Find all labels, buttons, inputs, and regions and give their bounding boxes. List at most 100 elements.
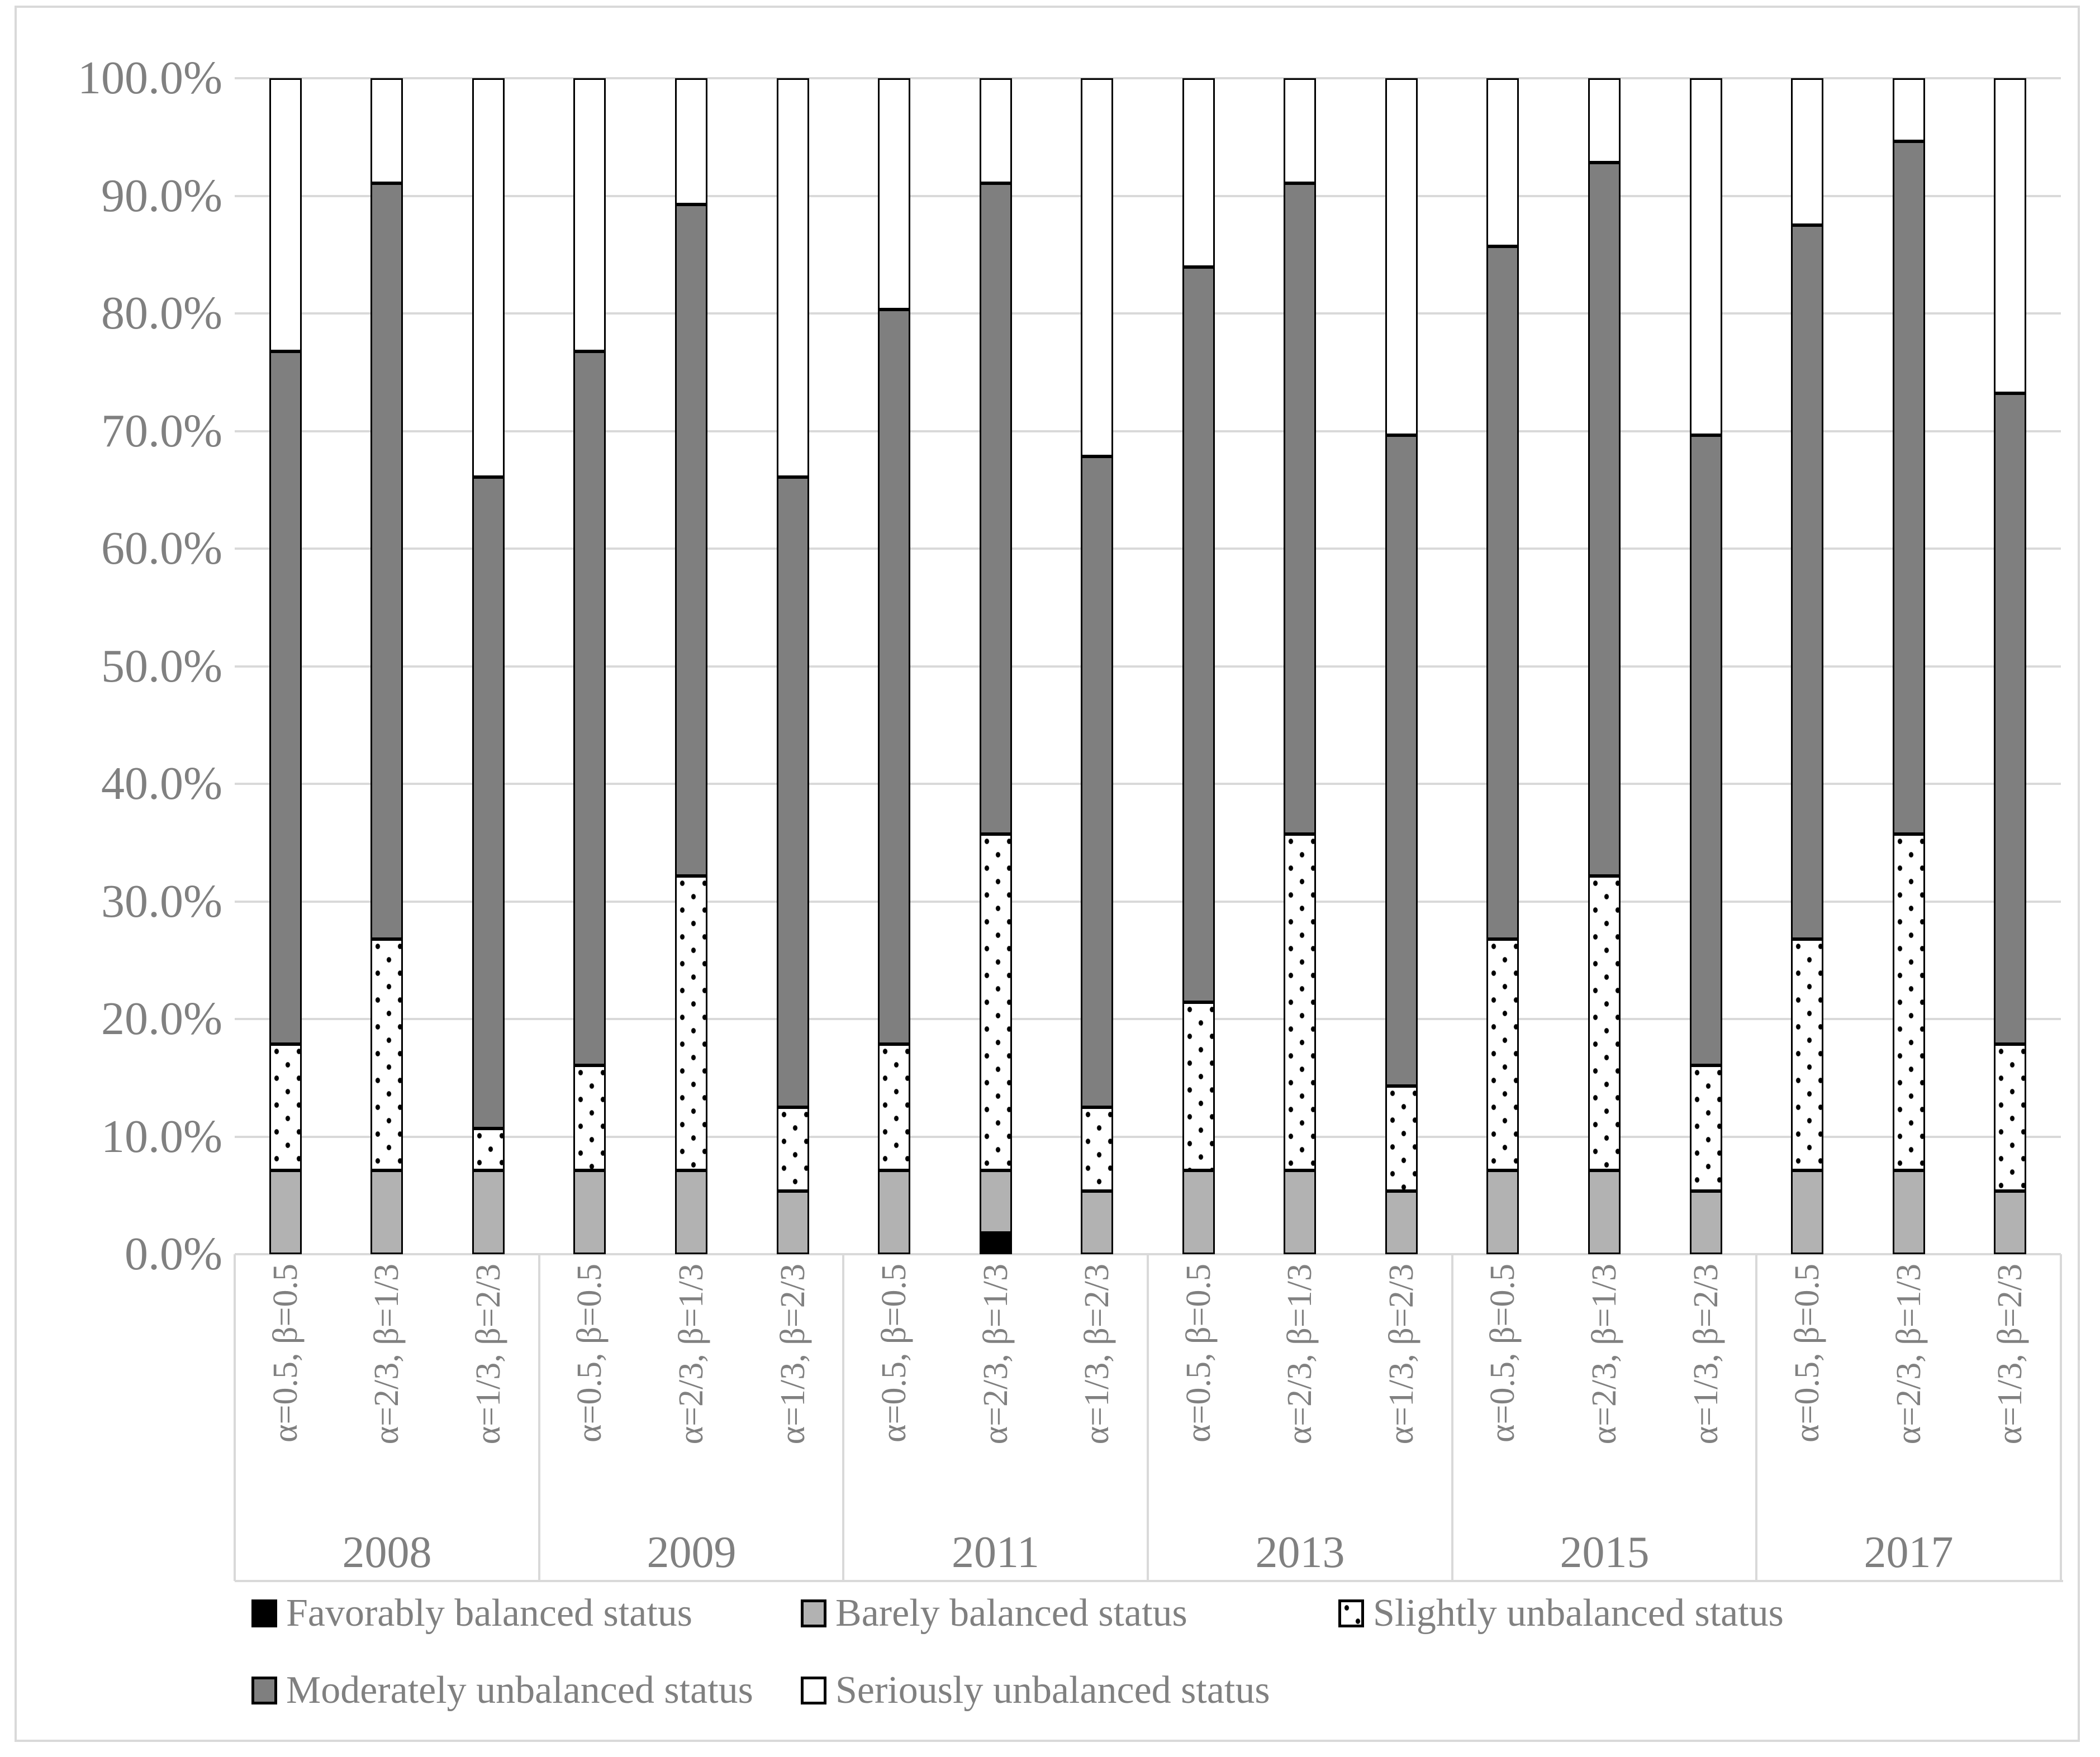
bar-segment-seriously bbox=[1182, 78, 1215, 268]
y-axis-label: 100.0% bbox=[78, 52, 222, 104]
x-axis-bar-label: α=2/3, β=1/3 bbox=[971, 1264, 1021, 1515]
bar-segment-moderately bbox=[1486, 246, 1519, 940]
legend-swatch-moderately-icon bbox=[251, 1677, 277, 1704]
stacked-bar bbox=[1588, 78, 1621, 1254]
bar-segment-slightly bbox=[1081, 1107, 1113, 1192]
x-axis-bar-label-text: α=1/3, β=2/3 bbox=[1687, 1264, 1725, 1445]
x-axis-bar-label: α=0.5, β=0.5 bbox=[260, 1264, 311, 1515]
bar-segment-barely bbox=[1081, 1191, 1113, 1254]
gridline bbox=[235, 900, 2061, 903]
x-axis-bar-label: α=2/3, β=1/3 bbox=[1884, 1264, 1934, 1515]
x-axis-bar-label-text: α=0.5, β=0.5 bbox=[1788, 1264, 1826, 1442]
x-axis-bar-label-text: α=1/3, β=2/3 bbox=[469, 1264, 507, 1445]
bar-segment-barely bbox=[777, 1191, 809, 1254]
x-axis-bar-label-text: α=0.5, β=0.5 bbox=[1484, 1264, 1522, 1442]
x-axis-bar-label-text: α=0.5, β=0.5 bbox=[1180, 1264, 1218, 1442]
stacked-bar bbox=[777, 78, 809, 1254]
bar-segment-seriously bbox=[1994, 78, 2026, 393]
x-axis-bar-label-text: α=2/3, β=1/3 bbox=[1585, 1264, 1623, 1445]
bar-segment-moderately bbox=[1994, 393, 2026, 1045]
bar-segment-moderately bbox=[1690, 435, 1722, 1065]
legend-label: Moderately unbalanced status bbox=[286, 1669, 753, 1712]
bar-segment-slightly bbox=[370, 939, 403, 1170]
bar-segment-moderately bbox=[1284, 183, 1316, 835]
stacked-bar bbox=[472, 78, 505, 1254]
bar-segment-slightly bbox=[1182, 1002, 1215, 1170]
gridline bbox=[235, 665, 2061, 668]
x-axis-bar-label-text: α=0.5, β=0.5 bbox=[571, 1264, 609, 1442]
category-group-separator bbox=[234, 1254, 236, 1581]
bar-segment-slightly bbox=[1893, 834, 1925, 1170]
x-axis-bar-label: α=0.5, β=0.5 bbox=[1782, 1264, 1832, 1515]
bar-segment-slightly bbox=[1791, 939, 1823, 1170]
legend-label: Seriously unbalanced status bbox=[835, 1669, 1270, 1712]
category-group-separator bbox=[1755, 1254, 1757, 1581]
x-axis-bar-label-text: α=2/3, β=1/3 bbox=[1281, 1264, 1319, 1445]
bar-segment-slightly bbox=[1994, 1044, 2026, 1192]
bar-segment-barely bbox=[878, 1170, 910, 1254]
bar-segment-moderately bbox=[1081, 456, 1113, 1107]
gridline bbox=[235, 783, 2061, 785]
bar-segment-seriously bbox=[1385, 78, 1418, 436]
bar-segment-barely bbox=[1588, 1170, 1621, 1254]
gridline bbox=[235, 1018, 2061, 1020]
bar-segment-seriously bbox=[269, 78, 302, 351]
x-axis-bar-label: α=2/3, β=1/3 bbox=[1579, 1264, 1629, 1515]
bar-segment-seriously bbox=[1690, 78, 1722, 436]
bar-segment-slightly bbox=[1486, 939, 1519, 1170]
x-axis-year-label: 2011 bbox=[951, 1528, 1040, 1577]
y-axis-label: 40.0% bbox=[101, 758, 222, 810]
gridline bbox=[235, 77, 2061, 79]
bar-segment-seriously bbox=[1486, 78, 1519, 246]
bar-segment-moderately bbox=[1588, 162, 1621, 877]
category-group-separator bbox=[1147, 1254, 1149, 1581]
bar-segment-slightly bbox=[878, 1044, 910, 1170]
bar-segment-slightly bbox=[1690, 1065, 1722, 1192]
x-axis-bar-label: α=1/3, β=2/3 bbox=[768, 1264, 818, 1515]
x-axis-year-label: 2013 bbox=[1255, 1528, 1345, 1577]
y-axis-label: 90.0% bbox=[101, 169, 222, 222]
x-axis-year-label: 2008 bbox=[342, 1528, 432, 1577]
legend-item-moderately: Moderately unbalanced status bbox=[251, 1665, 753, 1716]
y-axis-label: 60.0% bbox=[101, 522, 222, 574]
gridline bbox=[235, 312, 2061, 315]
bar-segment-seriously bbox=[777, 78, 809, 478]
x-axis-year-label: 2009 bbox=[647, 1528, 737, 1577]
bar-segment-barely bbox=[269, 1170, 302, 1254]
bar-segment-barely bbox=[1893, 1170, 1925, 1254]
y-axis-label: 80.0% bbox=[101, 287, 222, 339]
bar-segment-barely bbox=[472, 1170, 505, 1254]
bar-segment-moderately bbox=[269, 351, 302, 1045]
bar-segment-favorably bbox=[980, 1233, 1012, 1254]
category-group-separator bbox=[842, 1254, 844, 1581]
stacked-bar bbox=[1893, 78, 1925, 1254]
bar-segment-moderately bbox=[1893, 141, 1925, 835]
x-axis-year-label: 2017 bbox=[1864, 1528, 1954, 1577]
bar-segment-slightly bbox=[1284, 834, 1316, 1170]
stacked-bar bbox=[573, 78, 606, 1254]
x-axis-bar-label: α=1/3, β=2/3 bbox=[1376, 1264, 1427, 1515]
bar-segment-barely bbox=[1182, 1170, 1215, 1254]
x-axis-bar-label: α=0.5, β=0.5 bbox=[1173, 1264, 1224, 1515]
gridline bbox=[235, 547, 2061, 550]
bar-segment-moderately bbox=[472, 477, 505, 1129]
bar-segment-barely bbox=[1690, 1191, 1722, 1254]
y-axis-label: 30.0% bbox=[101, 875, 222, 927]
stacked-bar bbox=[1081, 78, 1113, 1254]
legend-label: Slightly unbalanced status bbox=[1373, 1592, 1784, 1635]
stacked-bar bbox=[1994, 78, 2026, 1254]
x-axis-bar-label: α=1/3, β=2/3 bbox=[463, 1264, 514, 1515]
bar-segment-seriously bbox=[1081, 78, 1113, 456]
bar-segment-slightly bbox=[675, 876, 707, 1170]
bar-segment-seriously bbox=[1893, 78, 1925, 141]
stacked-bar bbox=[1385, 78, 1418, 1254]
legend-swatch-barely-icon bbox=[801, 1599, 826, 1627]
y-axis-label: 20.0% bbox=[101, 993, 222, 1045]
gridline bbox=[235, 194, 2061, 197]
stacked-bar bbox=[1182, 78, 1215, 1254]
bar-segment-barely bbox=[1385, 1191, 1418, 1254]
legend-item-barely: Barely balanced status bbox=[801, 1588, 1187, 1639]
legend-label: Favorably balanced status bbox=[286, 1592, 693, 1635]
bar-segment-moderately bbox=[573, 351, 606, 1065]
bar-segment-seriously bbox=[472, 78, 505, 478]
